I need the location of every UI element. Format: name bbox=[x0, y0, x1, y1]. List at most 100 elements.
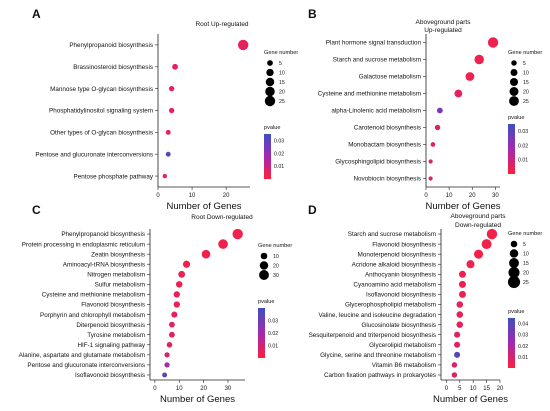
data-point bbox=[458, 280, 466, 288]
size-legend-label: 20 bbox=[273, 264, 279, 270]
panel-title: Root Up-regulated bbox=[195, 21, 248, 28]
data-point bbox=[182, 260, 191, 268]
data-point bbox=[164, 362, 170, 368]
data-point bbox=[169, 331, 175, 338]
x-tick-label: 20 bbox=[200, 386, 207, 392]
x-tick-label: 20 bbox=[469, 193, 476, 199]
data-point bbox=[434, 124, 441, 131]
data-point bbox=[218, 239, 228, 249]
size-legend-marker bbox=[510, 69, 518, 76]
color-legend-label: 0.03 bbox=[268, 319, 278, 325]
category-label: Pentose and glucuronate interconversions bbox=[35, 151, 153, 158]
x-tick-label: 10 bbox=[176, 386, 183, 392]
size-legend-marker bbox=[267, 60, 273, 66]
size-legend-label: 5 bbox=[523, 61, 526, 67]
size-legend-marker bbox=[509, 87, 519, 96]
size-legend-label: 20 bbox=[523, 90, 529, 96]
panel-label: B bbox=[308, 7, 317, 21]
color-legend-label: 0.02 bbox=[518, 143, 528, 149]
color-bar bbox=[508, 124, 515, 174]
category-label: Anthocyanin biosynthesis bbox=[365, 272, 436, 279]
size-legend-marker bbox=[259, 270, 269, 280]
data-point bbox=[172, 63, 178, 70]
panel-subtitle: Up-regulated bbox=[424, 27, 462, 34]
size-legend-title: Gene number bbox=[508, 50, 542, 56]
size-legend-marker bbox=[509, 249, 519, 258]
category-label: Flavonoid biosynthesis bbox=[81, 302, 145, 309]
data-point bbox=[430, 142, 436, 147]
size-legend-label: 20 bbox=[279, 90, 285, 96]
size-legend-marker bbox=[265, 77, 275, 87]
category-label: Isoflavonoid biosynthesis bbox=[75, 372, 145, 379]
color-bar bbox=[264, 134, 271, 179]
data-point bbox=[458, 290, 466, 298]
size-legend-label: 30 bbox=[273, 273, 279, 279]
size-legend-title: Gene number bbox=[258, 243, 292, 249]
data-point bbox=[487, 37, 499, 48]
category-label: Isoflavonoid biosynthesis bbox=[366, 292, 436, 299]
size-legend-title: Gene number bbox=[264, 50, 298, 56]
color-bar bbox=[508, 318, 515, 368]
category-label: Nitrogen metabolism bbox=[87, 272, 145, 279]
category-label: Acridone alkaloid biosynthesis bbox=[352, 261, 436, 268]
data-point bbox=[486, 228, 498, 240]
category-label: Cysteine and methionine metabolism bbox=[318, 91, 421, 98]
x-tick-label: 15 bbox=[483, 386, 490, 392]
color-bar bbox=[258, 308, 265, 358]
data-point bbox=[458, 270, 466, 278]
data-point bbox=[481, 239, 492, 250]
size-legend-label: 5 bbox=[523, 242, 526, 248]
color-legend-label: 0.03 bbox=[518, 333, 528, 339]
data-point bbox=[168, 107, 175, 114]
category-label: Galactose metabolism bbox=[359, 74, 421, 81]
data-point bbox=[232, 228, 243, 240]
size-legend-label: 25 bbox=[523, 99, 529, 105]
data-point bbox=[456, 321, 464, 328]
x-tick-label: 20 bbox=[223, 193, 230, 199]
category-label: Protein processing in endoplasmic reticu… bbox=[22, 241, 145, 248]
x-tick-label: 10 bbox=[470, 386, 477, 392]
size-legend-label: 20 bbox=[523, 271, 529, 277]
data-point bbox=[465, 72, 475, 81]
category-label: Glucosinolate biosynthesis bbox=[361, 322, 436, 329]
category-label: Other types of O-glycan biosynthesis bbox=[50, 130, 153, 137]
category-label: Zeatin biosynthesis bbox=[91, 251, 145, 258]
panel-title: Aboveground parts bbox=[416, 19, 472, 26]
data-point bbox=[171, 311, 178, 318]
category-label: Plant hormone signal transduction bbox=[326, 40, 422, 47]
size-legend-marker bbox=[511, 60, 517, 66]
panel-label: A bbox=[32, 7, 41, 21]
data-point bbox=[436, 107, 443, 114]
size-legend-label: 5 bbox=[279, 61, 282, 67]
size-legend-marker bbox=[509, 96, 519, 106]
data-point bbox=[466, 260, 475, 269]
category-label: Phenylpropanoid biosynthesis bbox=[69, 42, 153, 49]
data-point bbox=[175, 281, 183, 288]
data-point bbox=[201, 249, 211, 259]
data-point bbox=[454, 341, 461, 348]
category-label: Glycerolipid metabolism bbox=[369, 342, 436, 349]
x-tick-label: 10 bbox=[446, 193, 453, 199]
data-point bbox=[237, 39, 249, 51]
data-point bbox=[454, 331, 461, 338]
panel-label: D bbox=[308, 203, 317, 217]
x-tick-label: 30 bbox=[225, 386, 232, 392]
category-label: Glycine, serine and threonine metabolism bbox=[320, 352, 436, 359]
data-point bbox=[454, 89, 463, 98]
x-tick-label: 0 bbox=[424, 193, 428, 199]
size-legend-label: 10 bbox=[523, 252, 529, 258]
data-point bbox=[451, 372, 458, 378]
size-legend-label: 15 bbox=[279, 80, 285, 86]
data-point bbox=[162, 173, 168, 179]
color-legend-title: pvalue bbox=[508, 115, 524, 121]
category-label: Tyrosine metabolism bbox=[87, 332, 145, 339]
category-label: Carbon fixation pathways in prokaryotes bbox=[324, 372, 436, 379]
size-legend-marker bbox=[260, 252, 268, 260]
category-label: Monoterpenoid biosynthesis bbox=[358, 251, 436, 258]
x-axis-label: Number of Genes bbox=[167, 201, 242, 212]
data-point bbox=[454, 351, 461, 358]
size-legend-title: Gene number bbox=[508, 231, 542, 237]
x-axis-label: Number of Genes bbox=[426, 201, 501, 212]
